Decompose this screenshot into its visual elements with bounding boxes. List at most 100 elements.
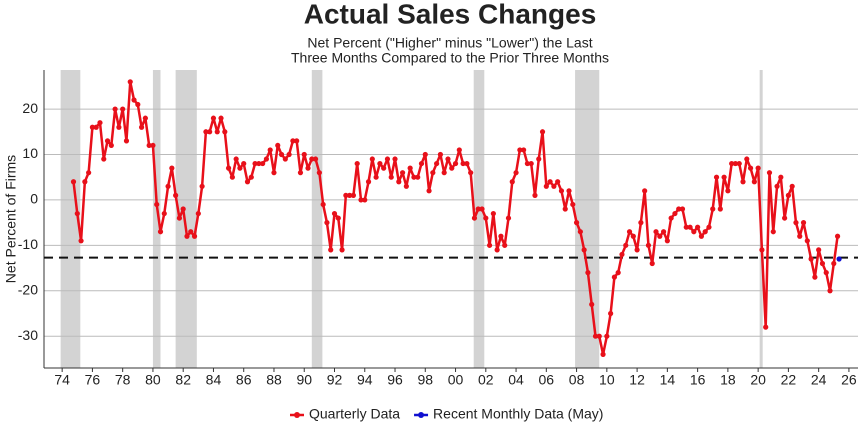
data-point [456, 147, 462, 153]
data-point [702, 229, 708, 235]
x-tick-label: 00 [448, 372, 464, 388]
data-point [732, 160, 739, 167]
data-point [199, 183, 205, 189]
x-tick-label: 76 [85, 372, 101, 388]
data-point [532, 192, 538, 198]
data-point [120, 106, 126, 112]
x-tick-label: 24 [811, 372, 827, 388]
data-point [260, 160, 266, 167]
data-point [331, 210, 338, 217]
data-point [585, 270, 591, 276]
data-point [430, 170, 436, 176]
data-point [770, 229, 776, 235]
data-point [642, 188, 648, 194]
data-point [804, 238, 810, 244]
data-point [479, 206, 485, 212]
data-point [539, 129, 546, 135]
data-point [449, 165, 455, 171]
data-point [335, 215, 341, 221]
x-tick-label: 26 [841, 372, 857, 388]
data-point [543, 183, 549, 189]
data-point [116, 124, 122, 130]
data-point [524, 160, 531, 167]
x-tick-label: 12 [629, 372, 645, 388]
data-point [494, 247, 500, 253]
x-tick-label: 20 [750, 372, 766, 388]
data-point [369, 156, 375, 162]
data-point [505, 215, 512, 221]
data-point [131, 97, 137, 103]
data-point [127, 79, 133, 85]
data-point [180, 206, 186, 212]
data-point [422, 151, 428, 158]
data-point [316, 170, 322, 176]
data-point [819, 260, 826, 267]
x-tick-label: 04 [508, 372, 524, 388]
data-point [509, 179, 515, 185]
data-point [415, 174, 421, 180]
data-point [237, 165, 243, 171]
data-point [672, 210, 678, 217]
legend-label: Recent Monthly Data (May) [433, 406, 603, 422]
data-point [555, 179, 561, 185]
y-tick-label: -10 [18, 236, 38, 252]
data-point [747, 165, 754, 171]
data-point [679, 206, 686, 212]
data-point [638, 220, 644, 226]
data-point [573, 220, 580, 226]
x-tick-label: 22 [781, 372, 797, 388]
data-point [834, 233, 841, 239]
data-point [263, 156, 270, 162]
data-point [581, 247, 587, 253]
data-point [774, 183, 780, 189]
data-point [324, 220, 330, 226]
data-point [392, 156, 398, 162]
data-point [528, 160, 534, 167]
data-point [241, 160, 247, 167]
data-point [657, 233, 663, 239]
shaded-period [152, 70, 161, 368]
data-point [426, 188, 432, 194]
data-point [513, 170, 519, 176]
data-point [808, 256, 814, 262]
data-point [434, 160, 440, 167]
data-point [706, 224, 712, 230]
data-point [161, 210, 167, 217]
data-point [717, 206, 723, 212]
data-point [169, 165, 175, 171]
data-point [328, 247, 334, 253]
data-point [282, 156, 288, 162]
data-point [721, 174, 727, 180]
data-point [146, 142, 152, 149]
data-point [294, 138, 300, 144]
data-point [452, 160, 459, 167]
data-point [267, 147, 273, 153]
data-point [339, 247, 345, 253]
data-point [173, 192, 179, 198]
data-point [502, 242, 508, 248]
data-point [354, 160, 360, 167]
data-point [831, 260, 837, 267]
legend-swatch [294, 412, 300, 418]
x-tick-label: 80 [145, 372, 161, 388]
data-point [350, 192, 357, 198]
data-point [558, 188, 565, 194]
y-tick-label: 0 [30, 191, 38, 207]
data-point [751, 179, 757, 185]
data-point [150, 142, 156, 149]
data-point [142, 115, 148, 121]
data-point [101, 156, 107, 162]
data-point [744, 156, 750, 162]
y-tick-label: -30 [18, 327, 38, 343]
data-point [396, 179, 402, 185]
data-point [112, 106, 118, 112]
x-tick-label: 06 [539, 372, 555, 388]
data-point [812, 274, 818, 280]
y-tick-label: 10 [22, 145, 38, 161]
data-point [207, 129, 213, 135]
data-point [157, 229, 164, 235]
data-point [660, 229, 667, 235]
shaded-period [473, 70, 485, 368]
data-point [498, 233, 504, 239]
data-point [244, 179, 251, 185]
